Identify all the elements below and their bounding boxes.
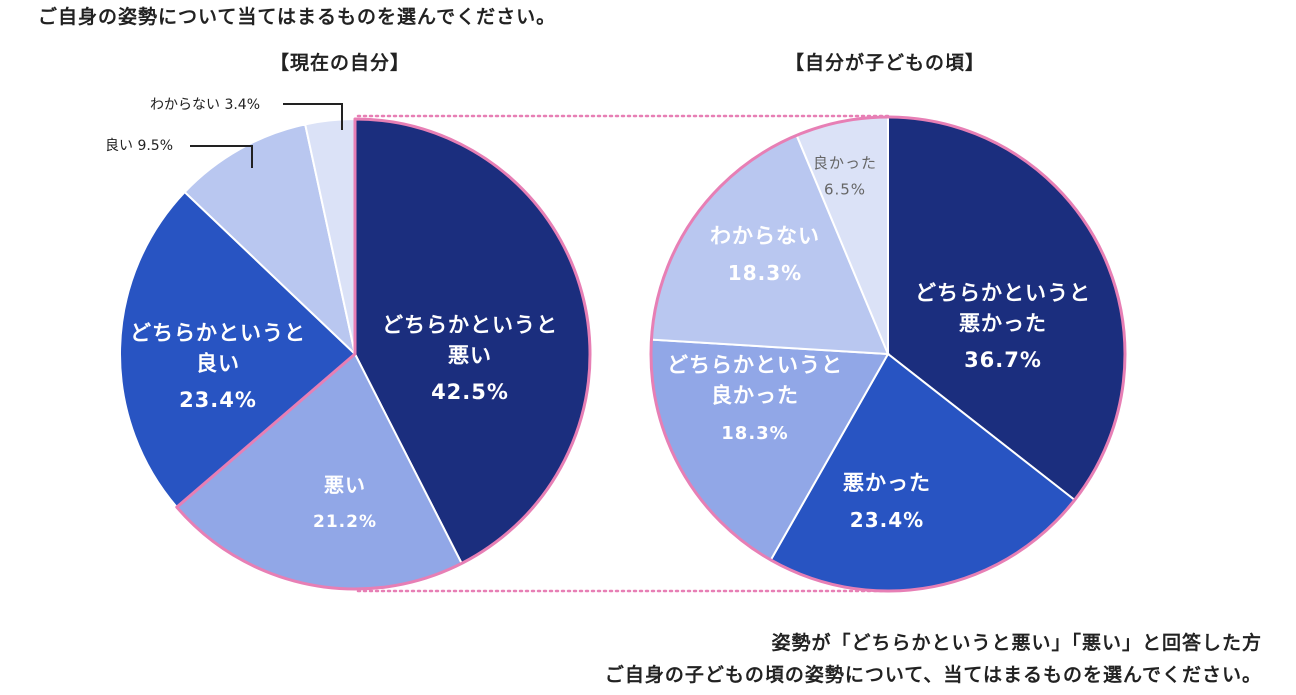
pie-0-slice-3-label: 良い 9.5% [105, 138, 173, 154]
chart-title-childhood: 【自分が子どもの頃】 [785, 52, 986, 74]
pie-0-slice-1-label: 悪い [324, 473, 366, 497]
pie-1-slice-1-label: 悪かった [843, 471, 931, 495]
pie-1-slice-0-value: 36.7% [964, 348, 1042, 372]
pie-0-slice-2-label: どちらかというと [130, 321, 306, 345]
pie-0-slice-1-value: 21.2% [313, 512, 377, 532]
pie-0-slice-4-leader [283, 103, 343, 130]
pie-1-slice-3-value: 18.3% [728, 261, 802, 285]
pie-0-highlight-outline [175, 117, 592, 591]
pie-1-slice-2-label: 良かった [711, 383, 799, 407]
pie-0-slice-0-value: 42.5% [431, 380, 509, 404]
pie-0-slice-0-label: 悪い [448, 343, 492, 367]
pie-1-slice-3-label: わからない [710, 224, 820, 248]
pie-0-slice-2-label: 良い [196, 351, 240, 375]
pie-0-slice-3 [183, 123, 357, 357]
pie-1-slice-2-label: どちらかというと [667, 353, 843, 377]
pie-0-slice-0-label: どちらかというと [382, 313, 558, 337]
question-title: ご自身の姿勢について当てはまるものを選んでください。 [38, 6, 557, 28]
pie-1-slice-2-value: 18.3% [721, 423, 788, 444]
pie-0-slice-2-value: 23.4% [179, 388, 257, 412]
footnote-line-2: ご自身の子どもの頃の姿勢について、当てはまるものを選んでください。 [604, 664, 1262, 686]
pie-childhood: どちらかというと悪かった36.7%悪かった23.4%どちらかというと良かった18… [649, 115, 1127, 593]
pie-1-slice-4-value: 6.5% [824, 180, 866, 198]
pie-0-slice-2 [119, 190, 357, 509]
pie-current: どちらかというと悪い42.5%悪い21.2%どちらかというと良い23.4%良い … [105, 97, 592, 591]
pie-0-slice-4-label: わからない 3.4% [150, 97, 260, 113]
pie-1-slice-0-label: 悪かった [959, 311, 1047, 335]
pie-0-slice-3-leader [190, 145, 253, 168]
pie-1-slice-4-label: 良かった [813, 154, 877, 172]
connector-lines [356, 114, 890, 593]
chart-title-current: 【現在の自分】 [270, 52, 411, 74]
pie-1-slice-0-label: どちらかというと [915, 281, 1091, 305]
pie-1-highlight-outline [649, 115, 1127, 593]
pie-1-slice-1-value: 23.4% [850, 508, 924, 532]
footnote-line-1: 姿勢が「どちらかというと悪い」「悪い」と回答した方 [771, 632, 1262, 654]
